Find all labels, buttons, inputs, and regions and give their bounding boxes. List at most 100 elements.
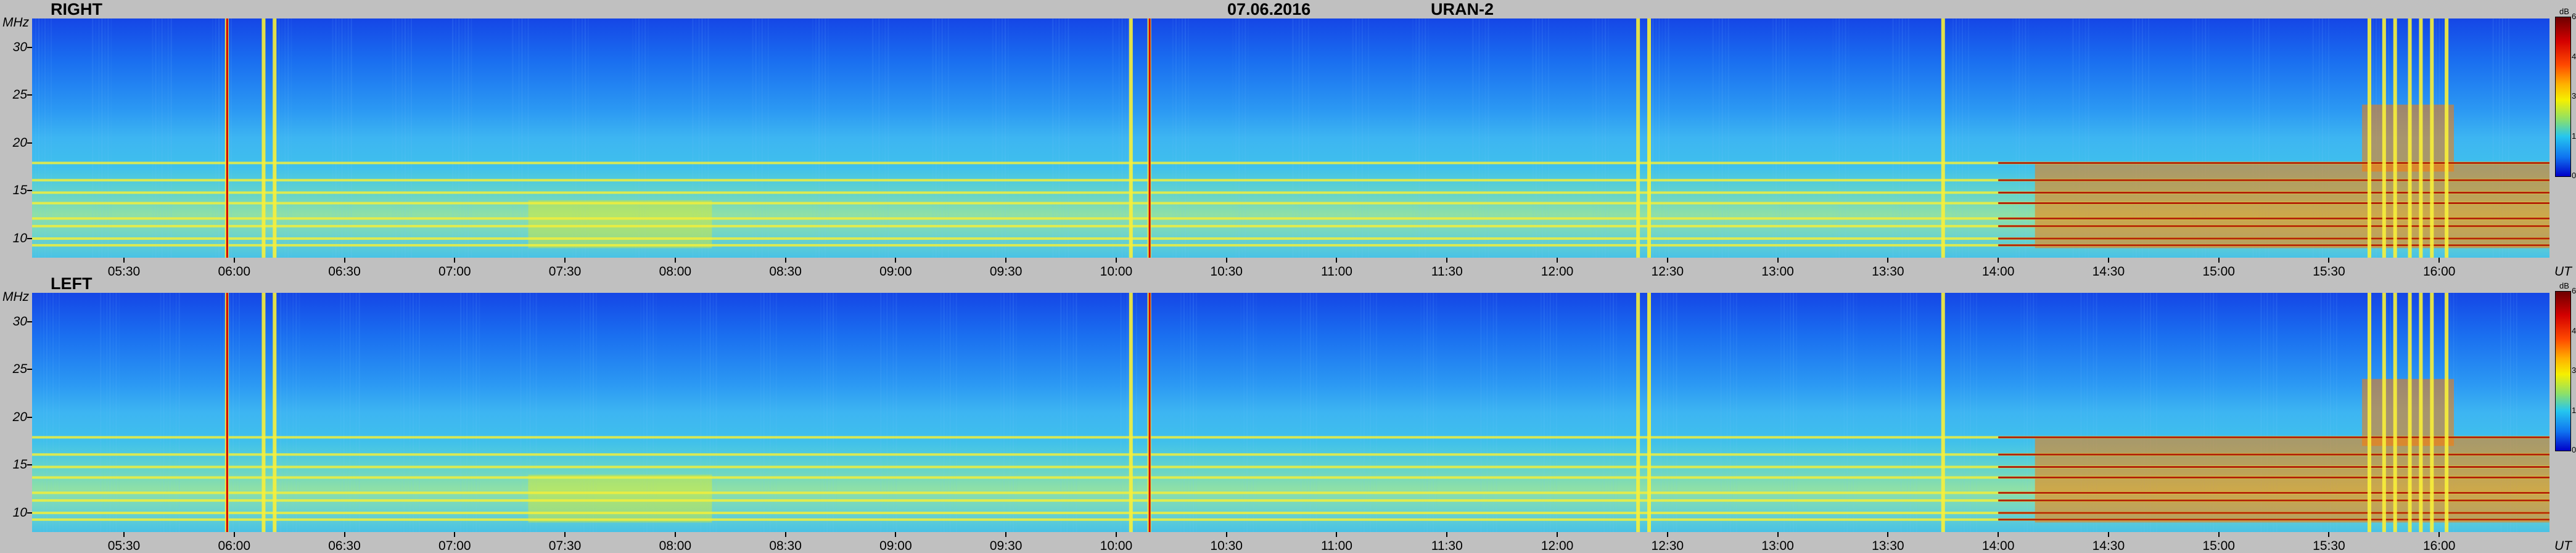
interference-band-intense (1998, 202, 2549, 205)
x-tick-label: 12:30 (1651, 539, 1684, 553)
x-tick (1336, 532, 1338, 537)
x-tick-label: 08:00 (659, 264, 692, 279)
interference-band-intense (1998, 217, 2549, 219)
x-tick (454, 258, 456, 263)
interference-band (32, 465, 2549, 469)
y-tick-label: 20 (12, 409, 27, 424)
left-spectrogram (32, 293, 2549, 532)
x-tick-label: 13:00 (1761, 539, 1794, 553)
x-tick-label: 06:00 (218, 539, 251, 553)
x-tick-label: 07:30 (548, 264, 582, 279)
colorbar-tick-label: 0 (2572, 171, 2576, 180)
colorbar-tick-label: 30 (2572, 366, 2576, 375)
x-tick (123, 258, 125, 263)
x-tick (1225, 258, 1227, 263)
x-tick (1115, 532, 1117, 537)
x-tick-label: 05:30 (107, 264, 141, 279)
enhancement-region (2035, 436, 2549, 523)
x-tick (1005, 258, 1007, 263)
broadband-burst (261, 293, 266, 532)
x-tick (1666, 258, 1668, 263)
x-tick (564, 532, 566, 537)
x-tick (2438, 258, 2440, 263)
x-tick-label: 10:30 (1210, 264, 1243, 279)
x-tick (564, 258, 566, 263)
x-tick (2328, 532, 2330, 537)
x-tick (2328, 258, 2330, 263)
x-tick-label: 14:00 (1981, 539, 2015, 553)
interference-band-intense (1998, 518, 2549, 521)
y-tick (27, 94, 32, 96)
x-tick-label: 13:00 (1761, 264, 1794, 279)
colorbar (2555, 17, 2571, 177)
x-tick-label: 15:00 (2202, 539, 2235, 553)
x-tick-label: 10:00 (1100, 539, 1133, 553)
x-tick (1777, 532, 1779, 537)
x-tick-label: 09:30 (989, 264, 1023, 279)
x-tick-label: 10:00 (1100, 264, 1133, 279)
x-tick-label: 14:30 (2092, 539, 2125, 553)
panel-label-right: RIGHT (51, 0, 102, 18)
x-tick (1557, 532, 1558, 537)
x-axis-unit: UT (2554, 539, 2572, 553)
x-tick-label: 11:30 (1431, 539, 1463, 553)
interference-band-intense (1998, 225, 2549, 227)
x-tick (1005, 532, 1007, 537)
interference-band (32, 518, 2549, 521)
x-tick (344, 258, 345, 263)
interference-band-intense (1998, 436, 2549, 438)
broadband-burst (273, 18, 277, 258)
x-tick-label: 11:30 (1431, 264, 1463, 279)
y-tick-label: 15 (12, 183, 27, 198)
broadband-burst (2445, 18, 2449, 258)
interference-band (32, 179, 2549, 182)
x-tick (674, 258, 676, 263)
x-tick-label: 16:00 (2422, 264, 2456, 279)
broadband-burst (1941, 293, 1945, 532)
broadband-burst (2408, 293, 2412, 532)
x-tick (895, 532, 897, 537)
y-tick (27, 237, 32, 239)
spectrogram-canvas (32, 293, 2549, 532)
x-tick-label: 15:30 (2313, 539, 2345, 553)
y-tick (27, 321, 32, 322)
colorbar-tick-label: 15 (2572, 405, 2576, 415)
broadband-burst (2368, 293, 2372, 532)
interference-band-intense (1998, 244, 2549, 247)
x-tick (895, 258, 897, 263)
x-tick-label: 12:30 (1651, 264, 1684, 279)
y-tick (27, 369, 32, 371)
interference-band (32, 202, 2549, 205)
y-tick (27, 416, 32, 418)
x-tick (1887, 258, 1889, 263)
x-tick-label: 09:00 (879, 264, 912, 279)
x-tick (1777, 258, 1779, 263)
x-tick-label: 06:00 (218, 264, 251, 279)
enhancement-region (2035, 162, 2549, 248)
y-tick (27, 46, 32, 48)
x-tick-label: 07:30 (548, 539, 582, 553)
x-tick-label: 05:30 (107, 539, 141, 553)
x-tick-label: 12:00 (1541, 264, 1574, 279)
y-tick-label: 25 (12, 362, 27, 377)
broadband-burst (261, 18, 266, 258)
x-tick-label: 10:30 (1210, 539, 1243, 553)
broadband-burst (2393, 293, 2397, 532)
x-tick (123, 532, 125, 537)
interference-band (32, 436, 2549, 439)
y-axis-unit: MHz (2, 290, 30, 304)
x-tick (2107, 258, 2109, 263)
interference-band-intense (1998, 237, 2549, 240)
x-tick-label: 11:00 (1320, 264, 1352, 279)
x-tick (784, 258, 786, 263)
colorbar-tick-label: 15 (2572, 131, 2576, 141)
broadband-burst-core (226, 18, 228, 258)
broadband-burst (2419, 293, 2423, 532)
x-tick-label: 07:00 (438, 539, 471, 553)
interference-band (32, 162, 2549, 165)
x-tick (2218, 258, 2220, 263)
x-tick-label: 09:30 (989, 539, 1023, 553)
y-tick-label: 30 (12, 39, 27, 54)
x-tick (1557, 258, 1558, 263)
x-tick-label: 08:00 (659, 539, 692, 553)
